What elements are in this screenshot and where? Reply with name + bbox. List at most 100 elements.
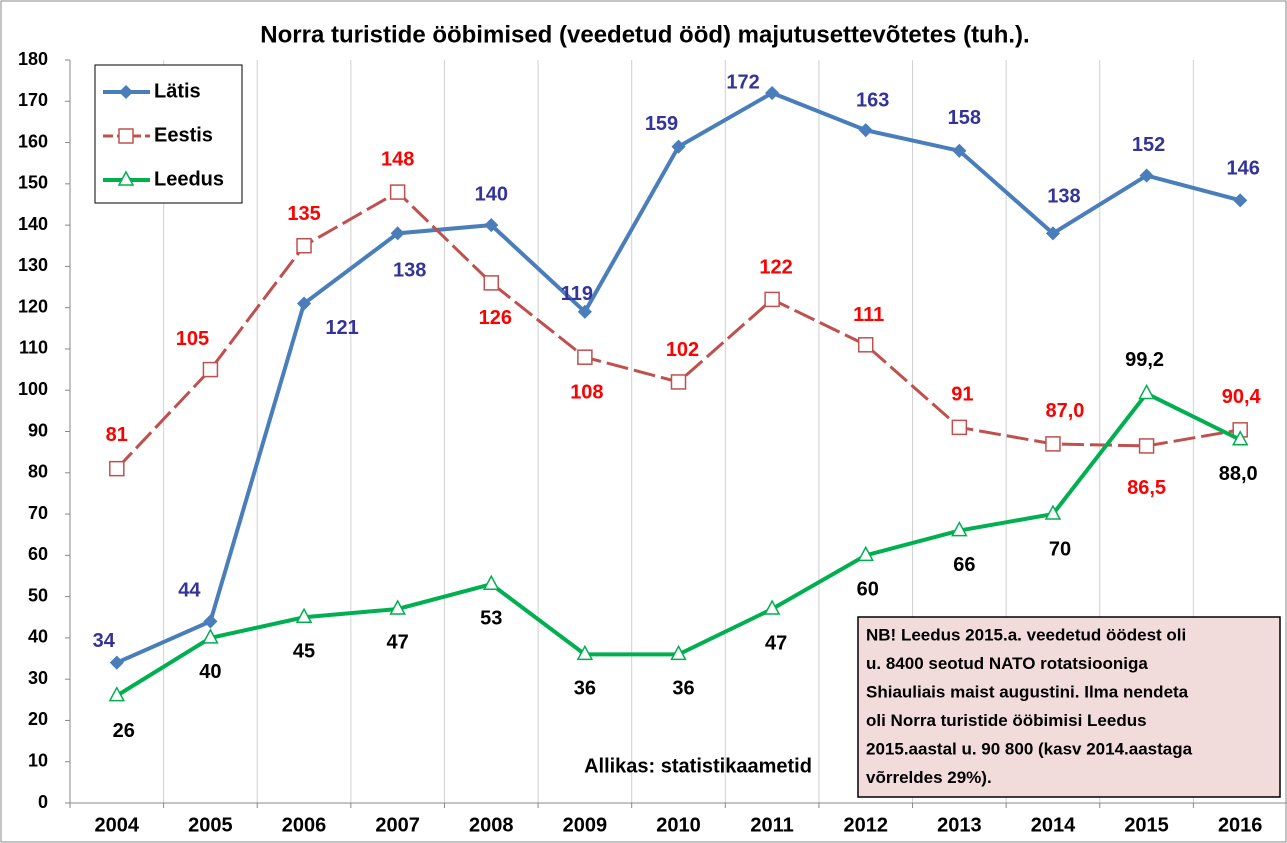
annotation-line: 2015.aastal u. 90 800 (kasv 2014.aastaga [866, 739, 1193, 758]
marker [1139, 168, 1154, 183]
data-label: 86,5 [1127, 477, 1166, 499]
y-tick-label: 0 [38, 792, 48, 812]
marker [1233, 193, 1248, 208]
marker [483, 574, 500, 590]
marker [951, 520, 968, 537]
y-tick-label: 150 [18, 173, 48, 193]
marker [202, 628, 219, 644]
y-tick-label: 140 [18, 214, 48, 234]
marker [295, 607, 313, 623]
y-tick-label: 80 [28, 462, 48, 482]
data-label: 140 [475, 183, 508, 205]
data-label: 119 [561, 283, 593, 305]
x-tick-label: 2016 [1218, 814, 1263, 836]
data-label: 172 [726, 71, 759, 93]
marker [484, 218, 499, 233]
marker [389, 184, 406, 200]
marker [108, 686, 126, 702]
annotation-line: võrreldes 29%). [866, 768, 992, 787]
marker [1044, 504, 1062, 520]
x-tick-label: 2011 [750, 814, 793, 836]
legend-marker [117, 170, 135, 186]
data-label: 135 [287, 203, 320, 225]
chart-title: Norra turistide ööbimised (veedetud ööd)… [260, 21, 1029, 48]
x-tick-label: 2009 [563, 814, 608, 836]
x-tick-label: 2015 [1124, 814, 1169, 836]
y-tick-label: 100 [18, 379, 48, 399]
data-label: 108 [570, 381, 603, 403]
data-label: 121 [325, 317, 358, 339]
x-tick-label: 2004 [95, 814, 140, 836]
data-label: 53 [480, 608, 502, 630]
marker [576, 644, 594, 661]
data-label: 99,2 [1125, 349, 1164, 371]
marker [109, 460, 125, 477]
data-label: 158 [948, 107, 981, 129]
y-tick-label: 10 [28, 750, 48, 770]
data-label: 66 [953, 554, 975, 576]
marker [203, 614, 218, 629]
data-label: 47 [387, 631, 409, 653]
y-tick-label: 130 [18, 255, 48, 275]
annotation-line: u. 8400 seotud NATO rotatsiooniga [866, 654, 1148, 673]
data-label: 60 [857, 579, 879, 601]
data-label: 163 [856, 89, 889, 111]
marker [1138, 383, 1155, 400]
data-label: 152 [1132, 134, 1165, 156]
marker [952, 143, 967, 158]
data-label: 148 [381, 148, 414, 170]
marker [1138, 438, 1155, 454]
marker [763, 599, 781, 615]
x-tick-label: 2014 [1031, 814, 1076, 836]
annotation-line: Shiauliais maist augustini. Ilma nendeta [866, 682, 1189, 701]
x-tick-label: 2010 [656, 814, 701, 836]
y-tick-label: 110 [19, 338, 48, 358]
data-label: 88,0 [1219, 463, 1258, 485]
y-tick-label: 70 [28, 503, 48, 523]
marker [483, 275, 500, 291]
marker [390, 226, 405, 241]
data-label: 159 [645, 113, 678, 135]
marker [1045, 436, 1061, 452]
y-tick-label: 170 [18, 90, 48, 110]
data-label: 70 [1049, 538, 1071, 560]
marker [858, 123, 873, 138]
data-label: 44 [178, 580, 201, 602]
source: Allikas: statistikaametid [584, 755, 812, 777]
marker [389, 599, 406, 615]
x-tick-label: 2013 [937, 814, 982, 836]
data-label: 91 [951, 384, 973, 406]
x-tick-label: 2008 [469, 814, 514, 836]
marker [765, 85, 780, 101]
annotation-line: oli Norra turistide ööbimisi Leedus [866, 711, 1147, 730]
data-label: 122 [759, 257, 792, 279]
data-label: 45 [293, 641, 315, 663]
y-tick-label: 180 [18, 49, 48, 69]
data-label: 126 [479, 307, 512, 329]
data-label: 40 [199, 661, 221, 683]
data-label: 36 [574, 678, 596, 700]
data-label: 26 [113, 720, 135, 742]
y-tick-label: 60 [28, 544, 48, 564]
marker [857, 545, 874, 562]
data-label: 47 [765, 632, 787, 654]
marker [1231, 430, 1249, 446]
data-label: 36 [672, 678, 694, 700]
y-tick-label: 40 [28, 627, 48, 647]
marker [296, 238, 312, 254]
data-label: 138 [393, 260, 426, 282]
x-tick-label: 2012 [843, 814, 888, 836]
y-tick-label: 120 [18, 296, 48, 316]
marker [1045, 226, 1061, 241]
x-tick-label: 2006 [282, 814, 327, 836]
marker [951, 419, 968, 436]
legend-label: Leedus [154, 168, 224, 190]
legend-label: Eestis [154, 124, 213, 146]
marker [670, 644, 687, 661]
marker [671, 139, 686, 154]
marker [670, 374, 687, 390]
y-tick-label: 90 [28, 420, 48, 440]
x-tick-label: 2005 [188, 814, 233, 836]
marker [296, 296, 312, 311]
marker [577, 304, 592, 319]
